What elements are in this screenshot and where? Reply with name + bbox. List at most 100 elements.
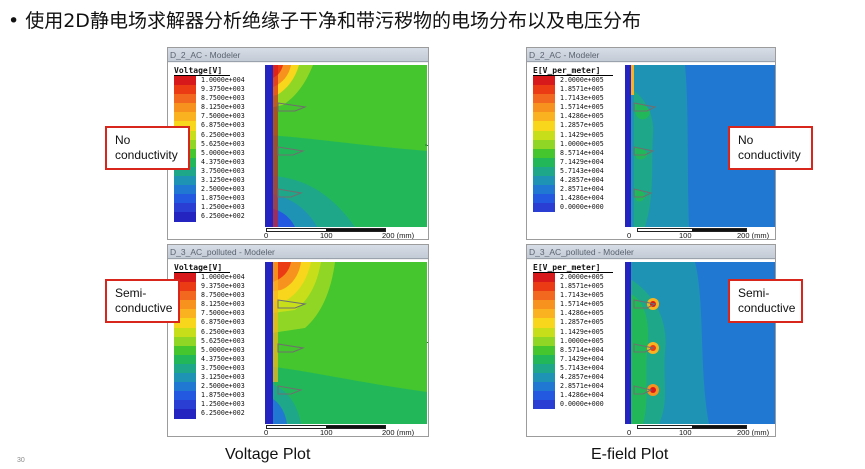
legend-value: 2.5000e+003 [201,382,245,391]
legend-value: 3.1250e+003 [201,373,245,382]
legend-row: 1.5714e+005 [533,103,623,113]
legend-value: 4.3750e+003 [201,157,245,166]
legend-value: 1.0000e+004 [201,76,245,84]
legend-row: 2.8571e+004 [533,185,623,195]
legend-row: 1.4286e+005 [533,112,623,122]
legend-value: 5.0000e+003 [201,148,245,157]
callout-line1: Semi- [738,286,770,300]
legend-value: 0.0000e+000 [560,203,604,212]
legend-row: 1.0000e+005 [533,336,623,346]
legend-swatch [174,85,196,95]
legend-row: 2.0000e+005 [533,273,623,283]
legend-row: 1.0000e+004 [174,76,264,86]
scale-bar [637,425,747,429]
legend-value: 1.1429e+005 [560,130,604,139]
legend-value: 1.4286e+005 [560,112,604,121]
legend-swatch [533,327,555,337]
legend-swatch [533,382,555,392]
legend-row: 7.5000e+003 [174,309,264,319]
legend-row: 7.5000e+003 [174,112,264,122]
legend-row: 5.6250e+003 [174,336,264,346]
callout-no-conductivity-efield: No conductivity [728,126,813,170]
legend-value: 4.2857e+004 [560,176,604,185]
panel-title-bar: D_2_AC - Modeler [168,48,428,62]
legend-row: 1.2857e+005 [533,318,623,328]
legend-swatch [174,112,196,122]
ground-line [427,342,428,343]
legend-row: 2.0000e+005 [533,76,623,86]
callout-semiconductive-voltage: Semi- conductive [105,279,180,323]
legend-title: E[V_per_meter] [533,65,613,76]
legend-row: 0.0000e+000 [533,400,623,410]
legend-row: 8.5714e+004 [533,345,623,355]
legend-swatch [533,318,555,328]
legend-value: 1.0000e+005 [560,139,604,148]
legend-row: 6.8750e+003 [174,318,264,328]
legend-row: 5.7143e+004 [533,363,623,374]
legend-value: 8.7500e+003 [201,94,245,103]
legend-swatch [174,76,196,86]
voltage-panel-polluted: D_3_AC_polluted - Modeler Voltage[V] 1.0… [167,244,429,437]
legend-swatch [174,400,196,410]
legend-value: 1.2500e+003 [201,203,245,212]
legend-row: 1.4286e+005 [533,309,623,319]
legend-swatch [533,112,555,122]
legend-swatch [533,273,555,283]
legend-row: 3.1250e+003 [174,176,264,186]
legend-row: 1.8571e+005 [533,85,623,95]
legend-row: 8.1250e+003 [174,300,264,310]
legend-row: 8.7500e+003 [174,94,264,104]
legend-value: 5.7143e+004 [560,166,604,175]
legend-row: 6.2500e+002 [174,409,264,419]
legend-swatch [533,363,555,374]
panel-title-bar: D_3_AC_polluted - Modeler [527,245,775,259]
legend-value: 8.1250e+003 [201,300,245,309]
ruler-end: 200 (mm) [382,231,415,240]
legend-swatch [174,94,196,104]
legend-row: 3.7500e+003 [174,166,264,177]
legend-value: 3.7500e+003 [201,166,245,175]
legend-swatch [533,291,555,301]
legend-swatch [533,148,555,158]
legend-swatch [533,94,555,104]
legend-value: 6.2500e+003 [201,130,245,139]
legend-swatch [533,130,555,140]
scale-bar [266,425,386,429]
legend-value: 1.8750e+003 [201,391,245,400]
legend-swatch [533,300,555,310]
legend-value: 6.2500e+003 [201,327,245,336]
legend-swatch [174,327,196,337]
legend-swatch [533,139,555,149]
legend-value: 6.2500e+002 [201,409,245,418]
legend-row: 1.2500e+003 [174,400,264,410]
legend-swatch [533,176,555,186]
legend-swatch [174,300,196,310]
legend-value: 7.5000e+003 [201,309,245,318]
headline-bullet: • [8,10,20,32]
legend-row: 1.1429e+005 [533,327,623,337]
legend-swatch [533,85,555,95]
legend-swatch [533,166,555,177]
legend-value: 2.0000e+005 [560,273,604,281]
legend-swatch [533,121,555,131]
legend-title: Voltage[V] [174,65,230,76]
legend-swatch [174,363,196,374]
legend-swatch [533,391,555,401]
legend-swatch [174,391,196,401]
legend-swatch [174,166,196,177]
legend-swatch [174,291,196,301]
legend-value: 5.0000e+003 [201,345,245,354]
legend-value: 7.1429e+004 [560,354,604,363]
legend-row: 1.7143e+005 [533,94,623,104]
legend-row: 5.0000e+003 [174,345,264,355]
legend-row: 8.7500e+003 [174,291,264,301]
legend-swatch [174,354,196,364]
legend-value: 2.8571e+004 [560,185,604,194]
legend-value: 0.0000e+000 [560,400,604,409]
legend-row: 2.5000e+003 [174,382,264,392]
efield-panel-polluted: D_3_AC_polluted - Modeler E[V_per_meter]… [526,244,776,437]
legend-value: 1.4286e+004 [560,391,604,400]
legend-swatch [533,103,555,113]
legend-title: E[V_per_meter] [533,262,613,273]
legend-row: 6.2500e+003 [174,327,264,337]
